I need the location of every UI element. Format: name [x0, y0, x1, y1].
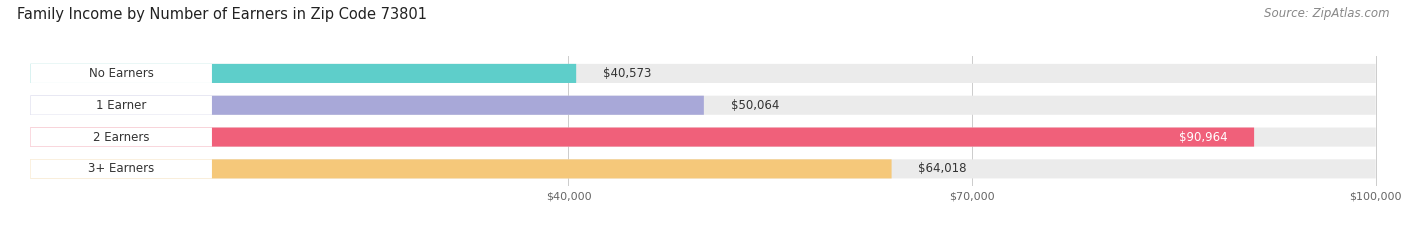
Text: 3+ Earners: 3+ Earners: [89, 162, 155, 175]
FancyBboxPatch shape: [31, 159, 1375, 178]
Text: No Earners: No Earners: [89, 67, 153, 80]
FancyBboxPatch shape: [31, 64, 212, 83]
Text: $90,964: $90,964: [1178, 130, 1227, 144]
FancyBboxPatch shape: [31, 127, 1375, 147]
Text: 2 Earners: 2 Earners: [93, 130, 149, 144]
Text: $50,064: $50,064: [731, 99, 779, 112]
Text: 1 Earner: 1 Earner: [96, 99, 146, 112]
FancyBboxPatch shape: [31, 64, 576, 83]
Text: Family Income by Number of Earners in Zip Code 73801: Family Income by Number of Earners in Zi…: [17, 7, 427, 22]
Text: $64,018: $64,018: [918, 162, 967, 175]
FancyBboxPatch shape: [31, 127, 212, 147]
FancyBboxPatch shape: [31, 127, 1254, 147]
Text: $40,573: $40,573: [603, 67, 651, 80]
FancyBboxPatch shape: [31, 64, 1375, 83]
Text: Source: ZipAtlas.com: Source: ZipAtlas.com: [1264, 7, 1389, 20]
FancyBboxPatch shape: [31, 159, 891, 178]
FancyBboxPatch shape: [31, 159, 212, 178]
FancyBboxPatch shape: [31, 96, 704, 115]
FancyBboxPatch shape: [31, 96, 212, 115]
FancyBboxPatch shape: [31, 96, 1375, 115]
